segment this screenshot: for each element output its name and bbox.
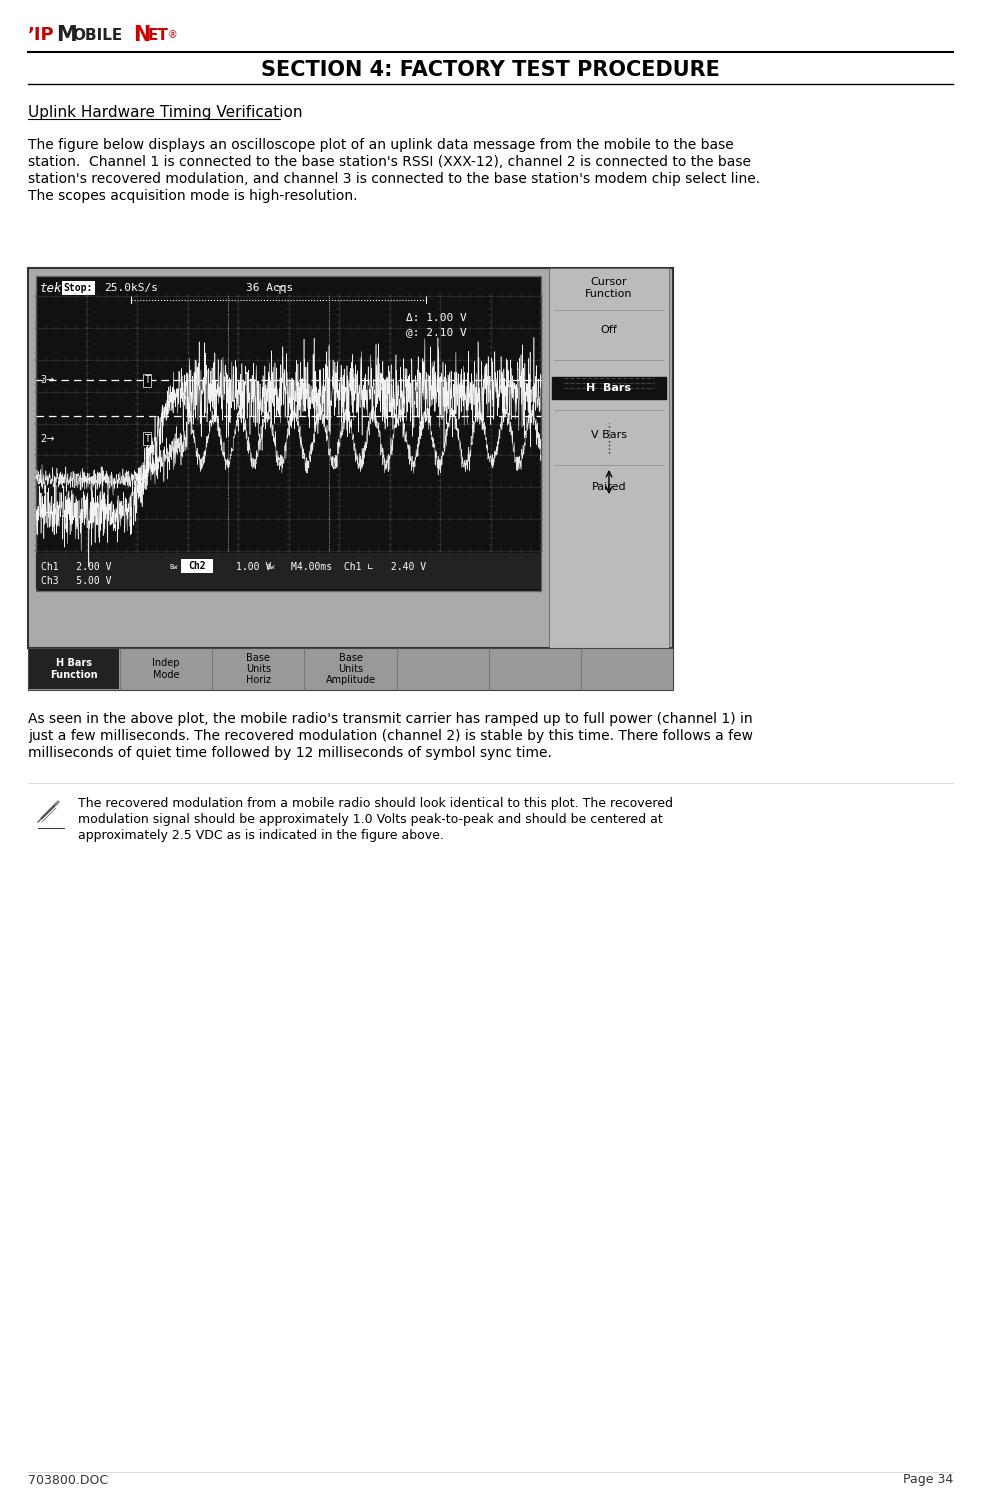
Text: Ch3   5.00 V: Ch3 5.00 V	[41, 576, 112, 586]
Text: approximately 2.5 VDC as is indicated in the figure above.: approximately 2.5 VDC as is indicated in…	[78, 830, 443, 842]
Text: Page 34: Page 34	[903, 1473, 953, 1486]
Text: OBILE: OBILE	[72, 27, 123, 42]
Text: T: T	[276, 286, 282, 296]
Text: As seen in the above plot, the mobile radio's transmit carrier has ramped up to : As seen in the above plot, the mobile ra…	[28, 712, 752, 726]
Text: Horiz: Horiz	[246, 675, 271, 686]
Text: Δ: 1.00 V: Δ: 1.00 V	[406, 314, 467, 322]
Text: Ch1   2.00 V: Ch1 2.00 V	[41, 562, 112, 572]
Text: 1.00 V: 1.00 V	[236, 562, 272, 572]
Text: Units: Units	[337, 664, 363, 674]
Text: The figure below displays an oscilloscope plot of an uplink data message from th: The figure below displays an oscilloscop…	[28, 138, 734, 152]
Bar	[552, 376, 666, 399]
Bar	[36, 554, 541, 590]
Text: Ch2: Ch2	[188, 561, 206, 572]
Text: ®: ®	[168, 30, 178, 40]
Bar	[36, 276, 541, 591]
Bar	[28, 268, 673, 648]
Text: Uplink Hardware Timing Verification: Uplink Hardware Timing Verification	[28, 105, 302, 120]
Text: 3→: 3→	[40, 375, 54, 386]
Text: M4.00ms  Ch1 ∟   2.40 V: M4.00ms Ch1 ∟ 2.40 V	[291, 562, 426, 572]
Text: 36 Acqs: 36 Acqs	[246, 284, 293, 292]
Text: 703800.DOC: 703800.DOC	[28, 1473, 108, 1486]
Bar	[28, 648, 673, 690]
Text: Base: Base	[338, 652, 362, 663]
Text: 25.0kS/s: 25.0kS/s	[104, 284, 158, 292]
Text: T: T	[144, 433, 150, 444]
Text: H Bars: H Bars	[56, 658, 92, 669]
Text: modulation signal should be approximately 1.0 Volts peak-to-peak and should be c: modulation signal should be approximatel…	[78, 813, 663, 826]
Text: station.  Channel 1 is connected to the base station's RSSI (XXX-12), channel 2 : station. Channel 1 is connected to the b…	[28, 154, 751, 170]
Text: 2→: 2→	[40, 433, 54, 444]
Text: ET: ET	[148, 27, 169, 42]
Text: 1→: 1→	[40, 507, 54, 518]
Text: The scopes acquisition mode is high-resolution.: The scopes acquisition mode is high-reso…	[28, 189, 357, 202]
Text: tek: tek	[40, 282, 63, 294]
Text: Amplitude: Amplitude	[326, 675, 376, 686]
Text: H  Bars: H Bars	[587, 382, 632, 393]
Text: Base: Base	[246, 652, 271, 663]
Bar	[29, 650, 119, 688]
Text: Bw: Bw	[169, 564, 178, 570]
Bar	[62, 280, 95, 296]
Text: N: N	[133, 26, 150, 45]
Text: The recovered modulation from a mobile radio should look identical to this plot.: The recovered modulation from a mobile r…	[78, 796, 673, 810]
Text: Indep: Indep	[152, 658, 180, 669]
Text: @: 2.10 V: @: 2.10 V	[406, 327, 467, 338]
Text: Cursor
Function: Cursor Function	[586, 278, 633, 298]
Text: T: T	[144, 375, 150, 386]
Text: M: M	[56, 26, 77, 45]
Text: station's recovered modulation, and channel 3 is connected to the base station's: station's recovered modulation, and chan…	[28, 172, 760, 186]
Bar	[549, 268, 669, 648]
Text: Stop:: Stop:	[64, 284, 93, 292]
Text: ’IP: ’IP	[28, 26, 55, 44]
Text: SECTION 4: FACTORY TEST PROCEDURE: SECTION 4: FACTORY TEST PROCEDURE	[261, 60, 719, 80]
Text: V Bars: V Bars	[591, 430, 627, 439]
Text: Paired: Paired	[592, 482, 626, 492]
Text: just a few milliseconds. The recovered modulation (channel 2) is stable by this : just a few milliseconds. The recovered m…	[28, 729, 753, 742]
Bar	[181, 560, 213, 573]
Text: Units: Units	[246, 664, 271, 674]
Text: milliseconds of quiet time followed by 12 milliseconds of symbol sync time.: milliseconds of quiet time followed by 1…	[28, 746, 552, 760]
Text: Mode: Mode	[153, 669, 180, 680]
Text: Off: Off	[600, 326, 617, 334]
Text: Bw: Bw	[266, 564, 275, 570]
Text: Function: Function	[50, 669, 98, 680]
